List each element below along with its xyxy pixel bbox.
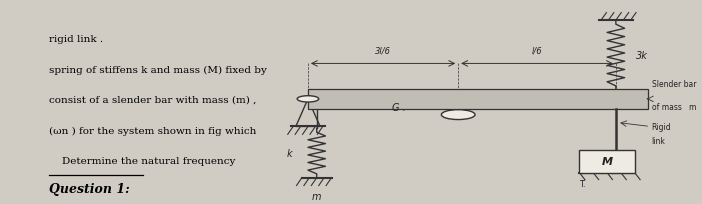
Circle shape xyxy=(297,96,319,103)
Text: m: m xyxy=(312,192,322,202)
Text: G .: G . xyxy=(392,102,406,112)
Text: link: link xyxy=(651,136,665,145)
Text: Slender bar: Slender bar xyxy=(651,79,696,88)
Text: of mass   m: of mass m xyxy=(651,103,696,112)
Text: spring of stiffens k and mass (M) fixed by: spring of stiffens k and mass (M) fixed … xyxy=(48,65,267,74)
Circle shape xyxy=(442,110,475,120)
Text: Question 1:: Question 1: xyxy=(48,182,129,195)
Text: Determine the natural frequency: Determine the natural frequency xyxy=(48,156,235,165)
Text: rigid link .: rigid link . xyxy=(48,35,102,44)
Text: T.: T. xyxy=(580,179,586,188)
Text: 3l/6: 3l/6 xyxy=(375,46,391,55)
Text: consist of a slender bar with mass (m) ,: consist of a slender bar with mass (m) , xyxy=(48,95,256,104)
Text: l/6: l/6 xyxy=(531,46,543,55)
FancyBboxPatch shape xyxy=(579,150,635,173)
Text: Rigid: Rigid xyxy=(651,122,671,131)
Text: (ωn ) for the system shown in fig which: (ωn ) for the system shown in fig which xyxy=(48,126,256,135)
Text: M: M xyxy=(602,157,613,167)
FancyBboxPatch shape xyxy=(308,90,648,109)
Text: k: k xyxy=(287,148,293,158)
Text: 3k: 3k xyxy=(635,51,647,61)
